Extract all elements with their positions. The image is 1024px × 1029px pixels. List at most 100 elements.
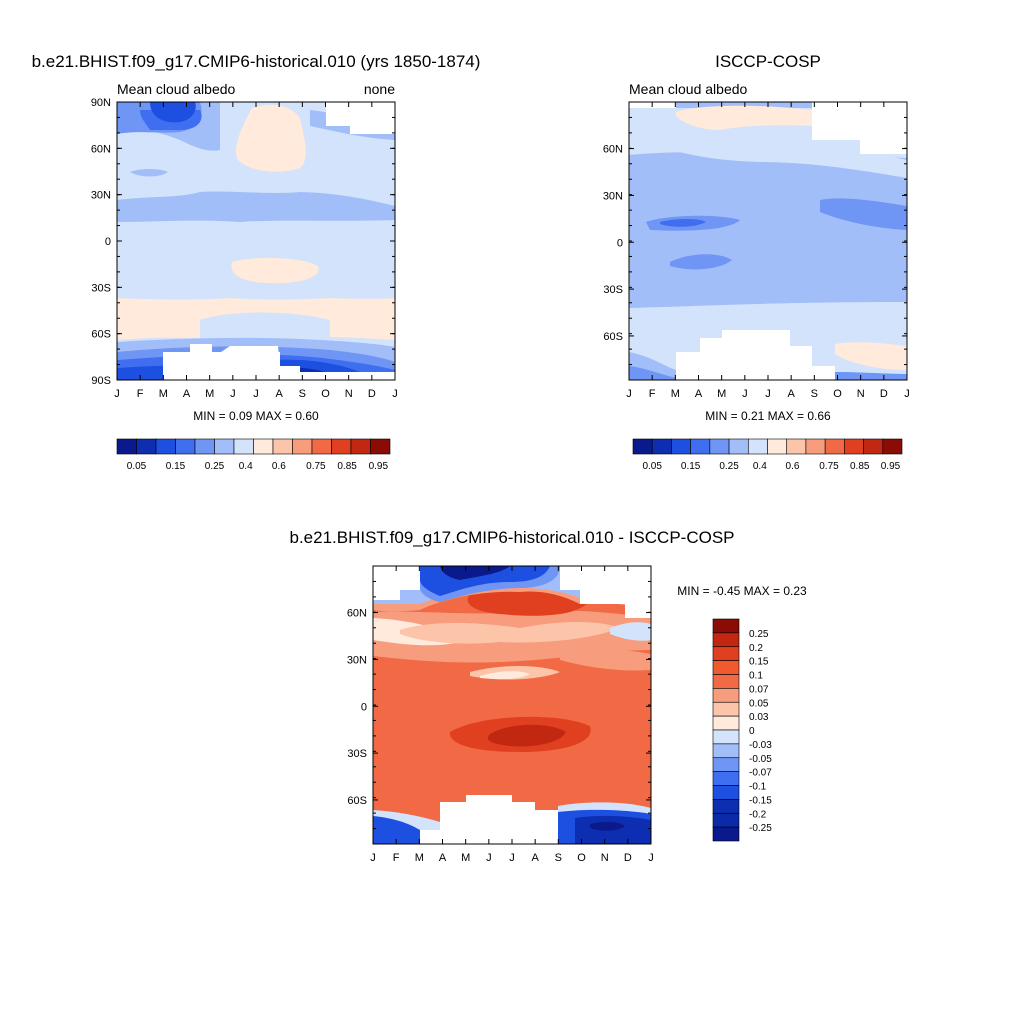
contour-band <box>150 102 196 123</box>
colorbar-swatch <box>690 438 711 455</box>
x-tick-label: F <box>393 852 400 864</box>
x-tick-label: F <box>649 388 656 400</box>
model-contour-field <box>117 102 395 380</box>
model-min-max: MIN = 0.09 MAX = 0.60 <box>193 409 319 423</box>
missing-region <box>560 566 651 618</box>
x-tick-label: A <box>183 388 191 400</box>
colorbar-swatch <box>712 729 740 745</box>
colorbar-swatch <box>214 438 235 455</box>
model-title: b.e21.BHIST.f09_g17.CMIP6-historical.010… <box>32 52 481 71</box>
y-tick-label: 30N <box>603 190 623 202</box>
contour-band <box>373 816 420 844</box>
colorbar-swatch <box>253 438 274 455</box>
x-tick-label: O <box>833 388 842 400</box>
colorbar-swatch <box>233 438 254 455</box>
x-tick-label: D <box>624 852 632 864</box>
colorbar-swatch <box>709 438 730 455</box>
colorbar-swatch <box>331 438 352 455</box>
model-panel: b.e21.BHIST.f09_g17.CMIP6-historical.010… <box>32 52 481 472</box>
colorbar-swatch <box>805 438 826 455</box>
colorbar-swatch <box>712 674 740 689</box>
obs-contour-field <box>629 102 907 380</box>
obs-panel: ISCCP-COSP Mean cloud albedo J F M A M J J A S O N… <box>603 52 910 472</box>
y-tick-label: 0 <box>105 236 111 248</box>
contour-band <box>660 219 706 227</box>
x-tick-label: D <box>880 388 888 400</box>
colorbar-label: 0.07 <box>749 684 769 695</box>
contour-band <box>231 257 319 284</box>
colorbar-swatch <box>747 438 768 455</box>
colorbar-swatch <box>136 438 157 455</box>
colorbar-swatch <box>651 438 672 455</box>
colorbar-label: -0.25 <box>749 823 772 834</box>
contour-band <box>130 169 168 177</box>
y-tick-label: 60S <box>603 331 623 343</box>
colorbar-swatch <box>632 438 653 455</box>
colorbar-label: 0.15 <box>166 461 186 472</box>
model-axis-ticks: J F M A M J J A S O N D J 90N 60N 30N 0 30S 60S 90S <box>91 97 398 400</box>
colorbar-swatch <box>194 438 215 455</box>
x-tick-label: M <box>671 388 680 400</box>
x-tick-label: A <box>695 388 703 400</box>
colorbar-label: -0.2 <box>749 809 767 820</box>
colorbar-swatch <box>712 799 740 814</box>
x-tick-label: M <box>717 388 726 400</box>
colorbar-swatch <box>844 438 864 455</box>
contour-band <box>610 622 651 641</box>
y-tick-label: 0 <box>361 701 367 713</box>
colorbar-swatch <box>728 438 749 455</box>
colorbar-label: 0.95 <box>881 461 901 472</box>
colorbar-label: 0.15 <box>681 461 701 472</box>
contour-band <box>670 254 732 270</box>
colorbar-swatch <box>786 438 807 455</box>
y-tick-label: 0 <box>617 237 623 249</box>
contour-band <box>400 622 620 644</box>
colorbar-label: 0.25 <box>719 461 739 472</box>
colorbar-label: -0.03 <box>749 740 772 751</box>
contour-band <box>235 104 306 172</box>
colorbar-swatch <box>175 438 196 455</box>
diff-contour-field <box>373 566 651 844</box>
colorbar-swatch <box>824 438 845 455</box>
colorbar-swatch <box>712 646 740 661</box>
x-tick-label: M <box>461 852 470 864</box>
contour-band <box>820 198 907 230</box>
x-tick-label: O <box>577 852 586 864</box>
colorbar-label: -0.1 <box>749 782 767 793</box>
contour-band <box>560 648 651 671</box>
colorbar-label: 0.75 <box>819 461 839 472</box>
diff-min-max: MIN = -0.45 MAX = 0.23 <box>677 584 807 598</box>
contour-band <box>835 372 907 380</box>
y-tick-label: 90S <box>91 375 111 387</box>
x-tick-label: A <box>275 388 283 400</box>
contour-band <box>200 312 330 338</box>
contour-band <box>117 218 395 236</box>
x-tick-label: M <box>159 388 168 400</box>
x-tick-label: J <box>230 388 236 400</box>
y-tick-label: 60S <box>91 329 111 341</box>
y-tick-label: 60N <box>91 143 111 155</box>
obs-variable-label: Mean cloud albedo <box>629 81 748 97</box>
colorbar-label: 0.05 <box>642 461 662 472</box>
x-tick-label: J <box>392 388 398 400</box>
x-tick-label: A <box>531 852 539 864</box>
missing-region <box>326 102 395 134</box>
colorbar-swatch <box>712 785 740 800</box>
colorbar-label: 0.6 <box>272 461 286 472</box>
contour-band <box>835 342 907 370</box>
y-tick-label: 30S <box>603 284 623 296</box>
missing-region <box>163 346 300 380</box>
x-tick-label: J <box>253 388 259 400</box>
colorbar-label: 0.4 <box>239 461 253 472</box>
contour-band <box>590 821 625 831</box>
diff-panel: b.e21.BHIST.f09_g17.CMIP6-historical.010… <box>289 528 807 864</box>
colorbar-label: 0.25 <box>749 629 769 640</box>
model-variable-label: Mean cloud albedo <box>117 81 236 97</box>
x-tick-label: A <box>787 388 795 400</box>
x-tick-label: N <box>345 388 353 400</box>
colorbar-label: 0.85 <box>337 461 357 472</box>
x-tick-label: N <box>857 388 865 400</box>
x-tick-label: J <box>765 388 771 400</box>
x-tick-label: J <box>648 852 654 864</box>
obs-title: ISCCP-COSP <box>715 52 821 71</box>
